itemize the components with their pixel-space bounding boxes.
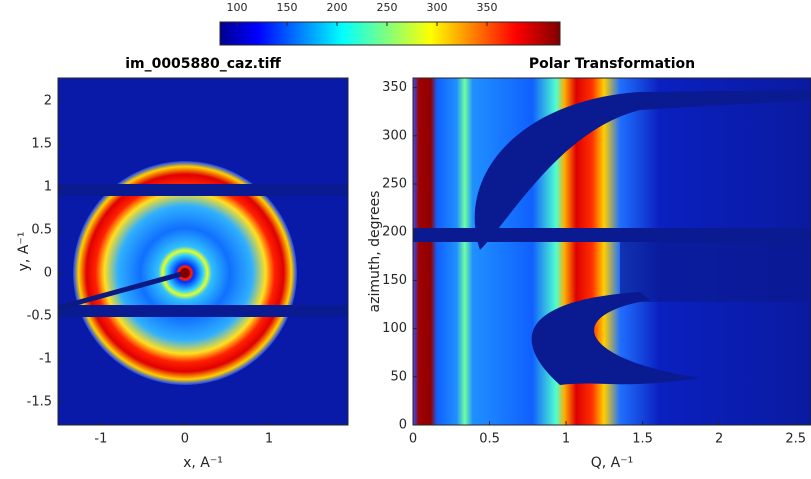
y-tick-label: 100 [382, 321, 407, 336]
x-tick-label: 2 [715, 432, 723, 447]
y-tick-label: 0.5 [31, 223, 52, 238]
y-tick-label: 1.5 [31, 137, 52, 152]
y-tick-label: 0 [399, 418, 407, 433]
y-tick-label: -1.5 [27, 394, 52, 409]
axes-box [57, 77, 349, 426]
y-tick-label: 50 [390, 369, 407, 384]
x-tick-label: 1.5 [632, 432, 653, 447]
x-tick-label: 1 [562, 432, 570, 447]
x-axis-label: x, A⁻¹ [183, 455, 223, 471]
x-tick-label: -1 [94, 432, 107, 447]
y-tick-label: 300 [382, 128, 407, 143]
colorbar [219, 21, 561, 46]
x-tick-label: 0.5 [479, 432, 500, 447]
colorbar-tick-label: 350 [477, 1, 498, 14]
x-tick-label: 0 [181, 432, 189, 447]
y-tick-label: -0.5 [27, 308, 52, 323]
y-tick-label: 0 [44, 265, 52, 280]
chart-title: Polar Transformation [529, 56, 695, 72]
y-tick-label: 1 [44, 180, 52, 195]
x-tick-label: 0 [409, 432, 417, 447]
y-tick-label: 200 [382, 225, 407, 240]
chart-title: im_0005880_caz.tiff [125, 56, 281, 72]
y-tick-label: 350 [382, 80, 407, 95]
colorbar-tick-label: 300 [427, 1, 448, 14]
x-axis-label: Q, A⁻¹ [591, 455, 634, 471]
x-tick-label: 2.5 [785, 432, 806, 447]
colorbar-tick-label: 150 [277, 1, 298, 14]
y-axis-label: azimuth, degrees [367, 191, 383, 313]
y-tick-label: 150 [382, 273, 407, 288]
y-tick-label: 250 [382, 177, 407, 192]
y-tick-label: 2 [44, 94, 52, 109]
polar-image [413, 78, 811, 425]
y-tick-label: -1 [39, 351, 52, 366]
y-axis-label: y, A⁻¹ [16, 232, 32, 272]
x-tick-label: 1 [265, 432, 273, 447]
colorbar-tick-label: 100 [227, 1, 248, 14]
detector-image [57, 78, 348, 425]
axes-box [412, 77, 811, 426]
colorbar-tick-label: 200 [327, 1, 348, 14]
colorbar-tick-label: 250 [377, 1, 398, 14]
